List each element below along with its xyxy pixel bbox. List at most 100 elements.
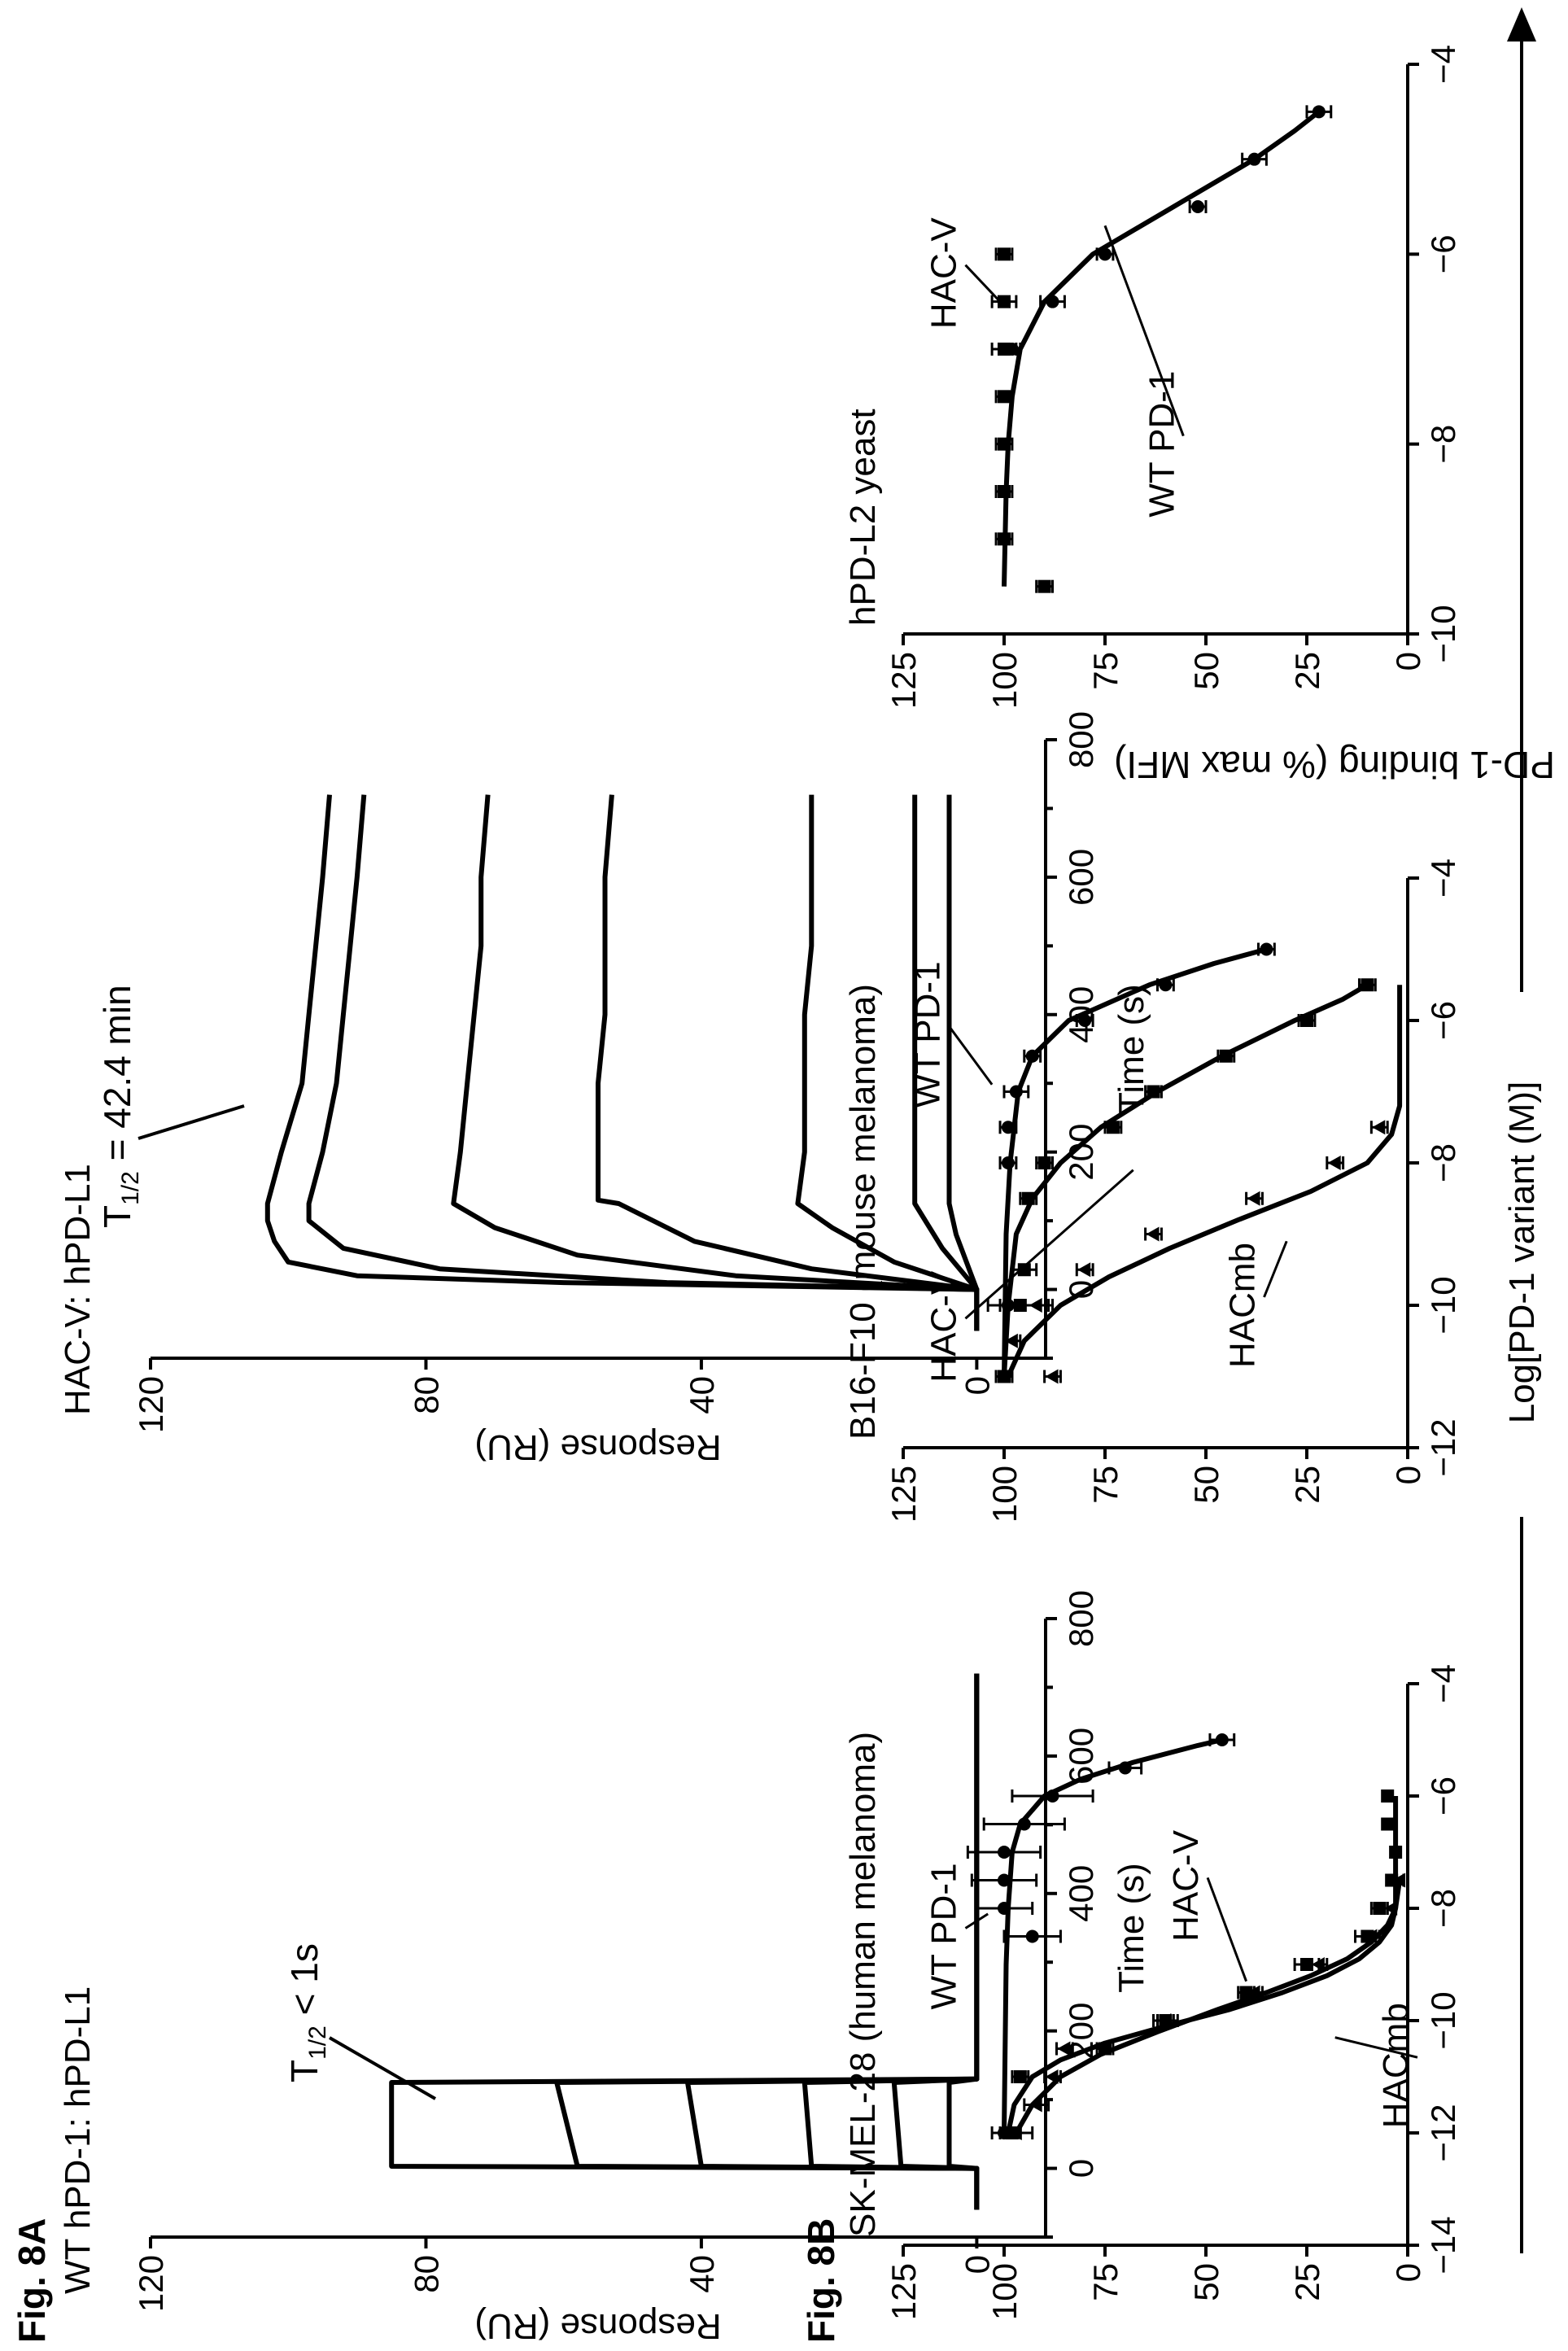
x-tick-label: 800 bbox=[1062, 1590, 1100, 1647]
chart-8b-skmel28: SK-MEL-28 (human melanoma) 0 25 50 75 100 125 −… bbox=[843, 1664, 1462, 2320]
half-life-annotation: T1/2 < 1s bbox=[283, 1943, 331, 2082]
y-tick-label: 120 bbox=[132, 1376, 170, 1433]
x-tick-label: −8 bbox=[1424, 1143, 1462, 1182]
point-wt-pd-1 bbox=[998, 1846, 1011, 1859]
fig-8a-label: Fig. 8A bbox=[11, 2218, 53, 2343]
x-tick-label: 800 bbox=[1062, 711, 1100, 768]
y-tick-label: 100 bbox=[985, 652, 1024, 709]
sensorgram-trace-3 bbox=[451, 794, 980, 1331]
point-hacmb bbox=[1247, 1191, 1260, 1206]
point-wt-pd-1 bbox=[1260, 942, 1273, 956]
y-tick-label: 25 bbox=[1288, 652, 1326, 690]
x-tick-label: −12 bbox=[1424, 2104, 1462, 2161]
y-tick-label: 0 bbox=[1389, 1466, 1427, 1484]
point-hac-v bbox=[1021, 1191, 1035, 1205]
point-wt-pd-1 bbox=[1046, 1789, 1059, 1803]
x-tick-label: −6 bbox=[1424, 1776, 1462, 1816]
y-tick-label: 75 bbox=[1086, 652, 1125, 690]
point-hacmb bbox=[1311, 1957, 1325, 1972]
x-tick-label: −8 bbox=[1424, 425, 1462, 464]
series-label-hac-v: HAC-V bbox=[924, 1270, 963, 1383]
series-label-leader bbox=[1334, 2036, 1418, 2059]
point-hacmb bbox=[1247, 1985, 1260, 2000]
point-hacmb bbox=[1392, 1872, 1406, 1888]
fig-8b-label: Fig. 8B bbox=[800, 2218, 842, 2343]
chart-8b-hpdl2-yeast: hPD-L2 yeast 0 25 50 75 100 125 −10 −8 −6 −4 HAC-V W… bbox=[843, 45, 1462, 709]
point-wt-pd-1 bbox=[1025, 1049, 1039, 1063]
y-tick-label: 50 bbox=[1187, 652, 1225, 690]
chart-8b-b16f10: B16-F10 (mouse melanoma) 0 25 50 75 100 125 −12… bbox=[843, 859, 1462, 1523]
point-hac-v bbox=[1300, 1014, 1313, 1027]
fig-8b-ylabel: PD-1 binding (% max MFI) bbox=[1114, 744, 1555, 786]
series-label-leader bbox=[1263, 1240, 1288, 1298]
series-label-leader bbox=[1206, 1877, 1248, 1982]
y-tick-label: 125 bbox=[884, 652, 923, 709]
point-hacmb bbox=[1364, 1929, 1378, 1944]
fit-curve-hac-v bbox=[1002, 982, 1369, 1377]
point-wt-pd-1 bbox=[1017, 1817, 1031, 1831]
point-hacmb bbox=[1029, 2097, 1042, 2113]
point-hac-v bbox=[998, 343, 1011, 356]
sensorgram-trace-6 bbox=[912, 794, 980, 1331]
chart-title: B16-F10 (mouse melanoma) bbox=[843, 984, 883, 1440]
point-hac-v bbox=[998, 390, 1011, 404]
sensorgram-trace-2 bbox=[306, 794, 980, 1331]
y-tick-label: 50 bbox=[1187, 2263, 1225, 2301]
chart-title: HAC-V: hPD-L1 bbox=[58, 1164, 98, 1415]
point-wt-pd-1 bbox=[1191, 200, 1205, 213]
y-tick-label: 80 bbox=[407, 2255, 445, 2293]
y-tick-label: 80 bbox=[407, 1376, 445, 1414]
y-tick-label: 25 bbox=[1288, 1466, 1326, 1504]
x-tick-label: −12 bbox=[1424, 1418, 1462, 1476]
point-wt-pd-1 bbox=[1046, 295, 1059, 308]
sensorgram-trace-1 bbox=[264, 794, 980, 1331]
point-hac-v bbox=[1106, 1121, 1120, 1134]
point-wt-pd-1 bbox=[1001, 1121, 1015, 1134]
point-hacmb bbox=[1008, 2126, 1022, 2140]
series-label-hac-v: HAC-V bbox=[924, 217, 963, 330]
sensorgram-trace-5 bbox=[795, 794, 980, 1331]
point-hacmb bbox=[1327, 1156, 1341, 1170]
y-tick-label: 25 bbox=[1288, 2263, 1326, 2301]
sensorgram-trace-2 bbox=[554, 1673, 980, 2210]
chart-8a-wt-hpd1: WT hPD-1: hPD-L1 040801200200400600800Tim… bbox=[58, 1590, 1151, 2346]
series-label-leader bbox=[1103, 225, 1185, 437]
point-hacmb bbox=[1045, 1369, 1059, 1384]
x-axis-label: Time (s) bbox=[1112, 1863, 1151, 1993]
point-hacmb bbox=[1029, 1298, 1042, 1313]
point-hac-v bbox=[998, 437, 1011, 451]
arrow-head-icon bbox=[1507, 7, 1536, 42]
point-wt-pd-1 bbox=[1312, 105, 1326, 119]
x-tick-label: −4 bbox=[1424, 1664, 1462, 1703]
point-hacmb bbox=[1372, 1120, 1386, 1135]
y-tick-label: 50 bbox=[1187, 1466, 1225, 1504]
point-wt-pd-1 bbox=[1159, 978, 1173, 992]
point-hac-v bbox=[1373, 1902, 1387, 1915]
y-tick-label: 75 bbox=[1086, 1466, 1125, 1504]
series-label-wt-pd-1: WT PD-1 bbox=[1142, 371, 1181, 518]
annotation-leader bbox=[138, 1104, 245, 1140]
y-tick-label: 125 bbox=[884, 1466, 923, 1523]
point-wt-pd-1 bbox=[1025, 1929, 1039, 1943]
x-tick-label: −4 bbox=[1424, 859, 1462, 898]
series-label-wt-pd-1: WT PD-1 bbox=[924, 1863, 963, 2009]
y-axis-label: Response (RU) bbox=[474, 2306, 721, 2346]
point-hac-v bbox=[1361, 978, 1374, 992]
sensorgram-trace-4 bbox=[596, 794, 980, 1331]
x-tick-label: −8 bbox=[1424, 1889, 1462, 1928]
point-wt-pd-1 bbox=[998, 1873, 1011, 1887]
y-tick-label: 100 bbox=[985, 2263, 1024, 2320]
y-tick-label: 100 bbox=[985, 1466, 1024, 1523]
sensorgram-trace-6 bbox=[946, 1673, 980, 2210]
point-hac-v bbox=[1381, 1817, 1395, 1831]
y-tick-label: 125 bbox=[884, 2263, 923, 2320]
x-tick-label: −10 bbox=[1424, 1991, 1462, 2049]
series-label-wt-pd-1: WT PD-1 bbox=[908, 961, 948, 1108]
fit-curve-hac-v bbox=[1006, 1796, 1399, 2134]
point-hac-v bbox=[1013, 2070, 1027, 2083]
y-tick-label: 0 bbox=[958, 2255, 996, 2274]
point-hac-v bbox=[998, 532, 1011, 546]
x-tick-label: −14 bbox=[1424, 2216, 1462, 2274]
series-label-hacmb: HACmb bbox=[1223, 1243, 1263, 1368]
